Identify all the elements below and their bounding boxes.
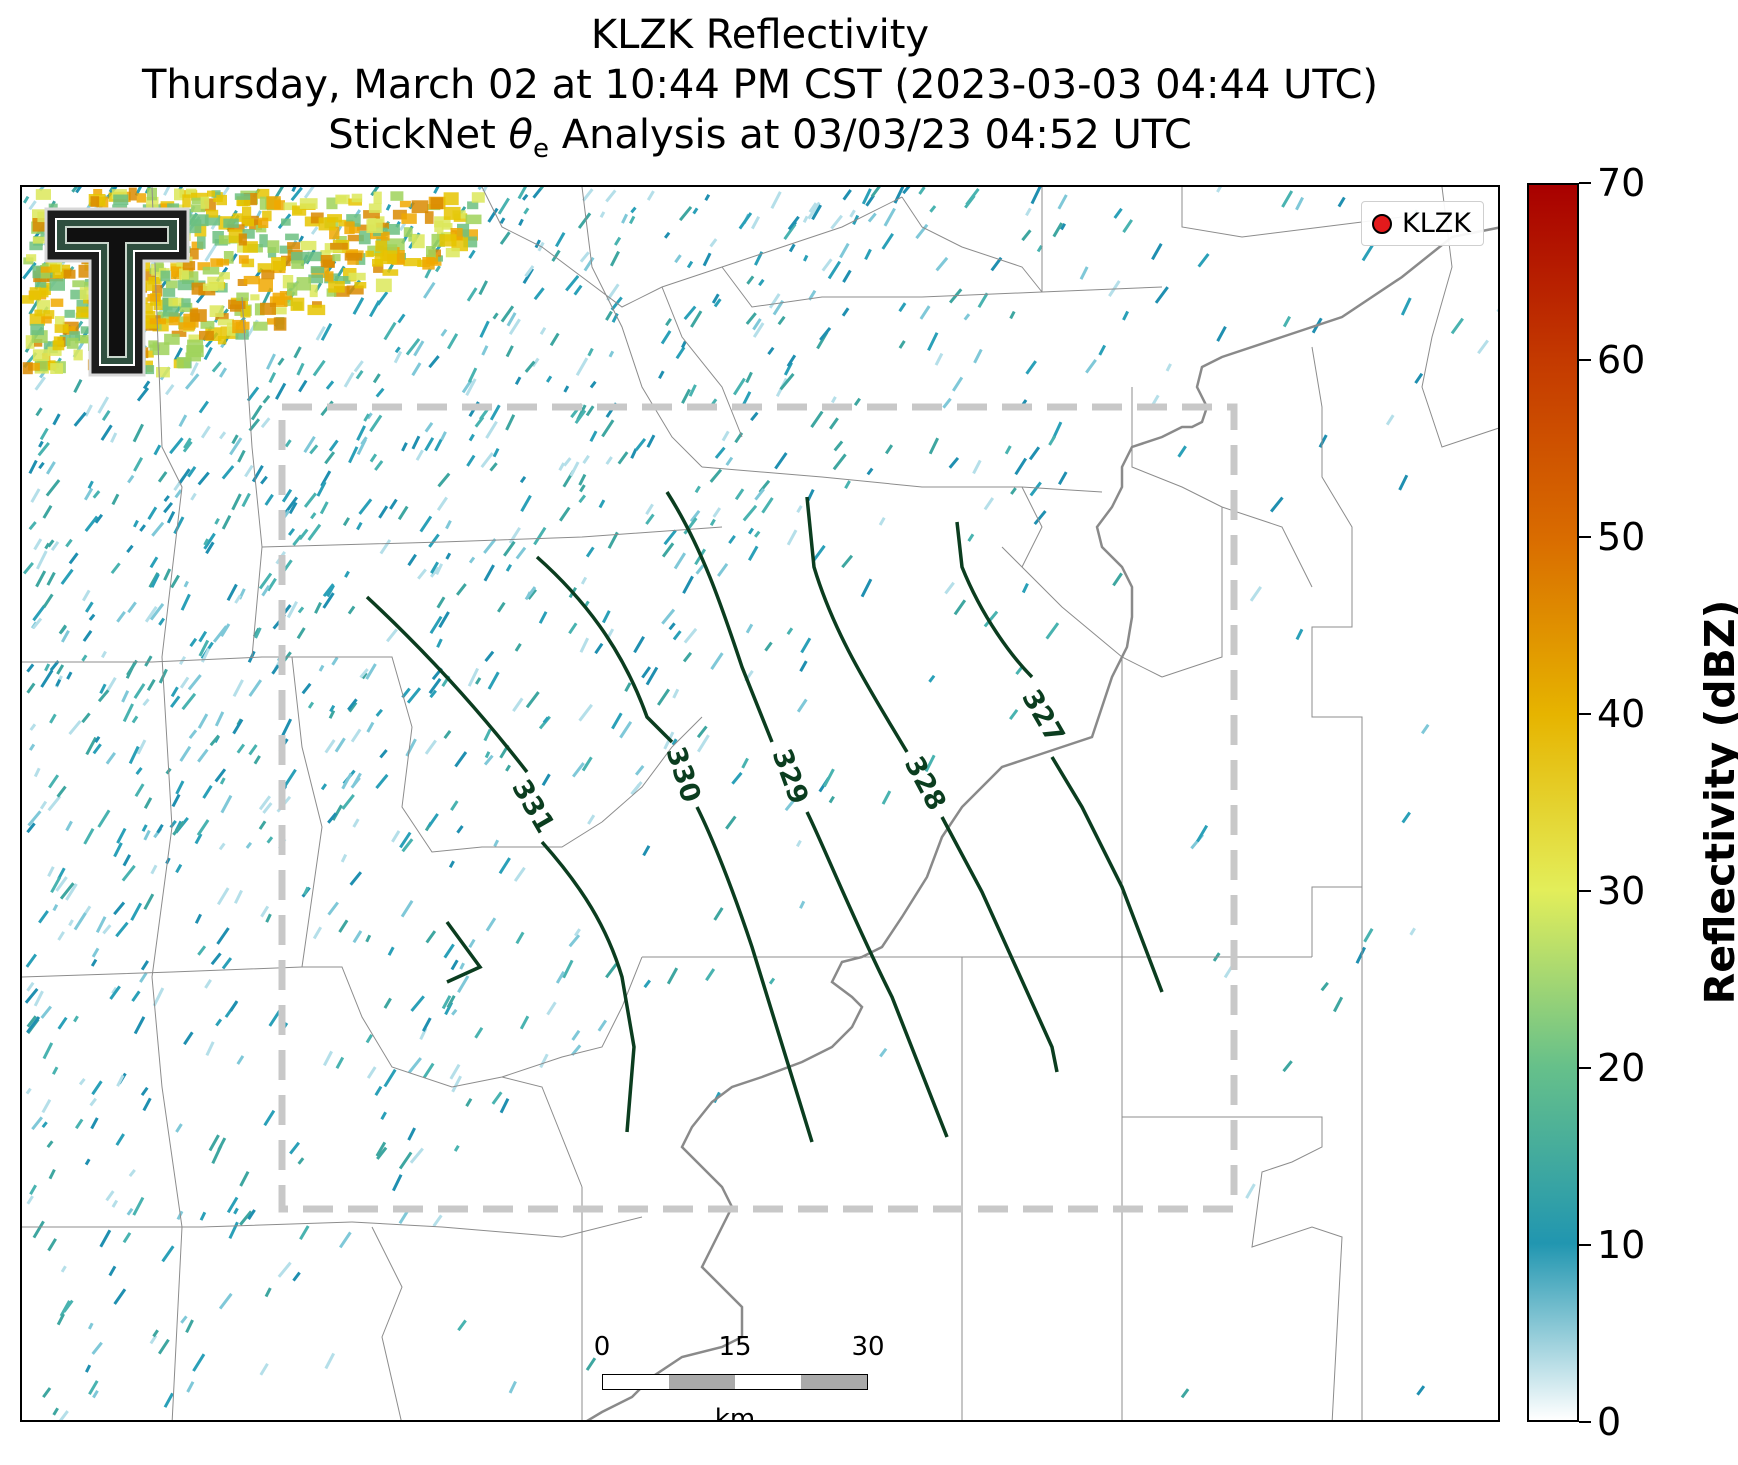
reflectivity-colorbar xyxy=(1527,183,1579,1422)
colorbar-tick xyxy=(1579,182,1591,184)
scale-segment xyxy=(669,1375,735,1389)
contour-330 xyxy=(535,555,814,1143)
figure-title: KLZK Reflectivity Thursday, March 02 at … xyxy=(0,10,1520,174)
contour-328 xyxy=(805,496,1059,1073)
contour-label-327: 327 xyxy=(1015,684,1070,748)
scale-bar: 0 15 30 km xyxy=(594,1332,902,1422)
scale-segment xyxy=(603,1375,669,1389)
scale-unit: km xyxy=(714,1404,756,1422)
colorbar-title: Reflectivity (dBZ) xyxy=(1696,599,1738,1005)
scale-tick-30: 30 xyxy=(851,1332,885,1362)
contour-label-329: 329 xyxy=(766,745,814,809)
colorbar-tick-label: 20 xyxy=(1597,1046,1646,1090)
scale-segment xyxy=(735,1375,801,1389)
radar-map[interactable]: 331 330 329 328 327 KLZK 0 15 30 km xyxy=(20,185,1500,1422)
colorbar-tick-label: 30 xyxy=(1597,869,1646,913)
wind-barb xyxy=(445,920,483,984)
scale-tick-15: 15 xyxy=(718,1332,752,1362)
texas-tech-logo-icon xyxy=(42,205,192,390)
colorbar-tick xyxy=(1579,1244,1591,1246)
title-line-2: Thursday, March 02 at 10:44 PM CST (2023… xyxy=(141,62,1379,108)
radar-site-marker-icon xyxy=(1372,213,1393,234)
colorbar-tick xyxy=(1579,1067,1591,1069)
reflectivity-layer xyxy=(22,187,1498,1420)
colorbar-tick xyxy=(1579,890,1591,892)
theta-symbol: θ xyxy=(508,112,533,158)
scale-bar-segments xyxy=(602,1374,868,1390)
contour-label-331: 331 xyxy=(505,774,560,838)
legend-label: KLZK xyxy=(1402,208,1471,239)
title-line-1: KLZK Reflectivity xyxy=(590,12,930,58)
county-boundaries xyxy=(22,187,1498,1420)
contour-329 xyxy=(665,491,949,1138)
colorbar-tick xyxy=(1579,1421,1591,1423)
colorbar-tick-label: 60 xyxy=(1597,338,1646,382)
map-canvas: 331 330 329 328 327 xyxy=(22,187,1498,1420)
colorbar-tick-label: 70 xyxy=(1597,161,1646,205)
analysis-domain-box xyxy=(278,403,1238,1213)
title-line-3-prefix: StickNet xyxy=(328,112,509,158)
legend: KLZK xyxy=(1361,201,1484,246)
colorbar-tick-label: 10 xyxy=(1597,1223,1646,1267)
theta-subscript: e xyxy=(532,134,549,164)
contour-331 xyxy=(365,595,636,1133)
contour-327 xyxy=(955,521,1164,993)
title-line-3: StickNet θe Analysis at 03/03/23 04:52 U… xyxy=(0,110,1520,174)
colorbar-tick xyxy=(1579,359,1591,361)
title-line-3-suffix: Analysis at 03/03/23 04:52 UTC xyxy=(548,112,1192,158)
colorbar-tick-label: 0 xyxy=(1597,1400,1622,1444)
scale-segment xyxy=(801,1375,867,1389)
scale-tick-0: 0 xyxy=(593,1332,611,1362)
colorbar-tick-label: 40 xyxy=(1597,692,1646,736)
colorbar-tick-label: 50 xyxy=(1597,515,1646,559)
colorbar-tick xyxy=(1579,536,1591,538)
contour-label-330: 330 xyxy=(659,743,706,806)
colorbar-tick xyxy=(1579,713,1591,715)
river-line xyxy=(586,226,1498,1420)
contour-label-328: 328 xyxy=(898,751,952,815)
theta-e-contours xyxy=(365,491,1164,1143)
